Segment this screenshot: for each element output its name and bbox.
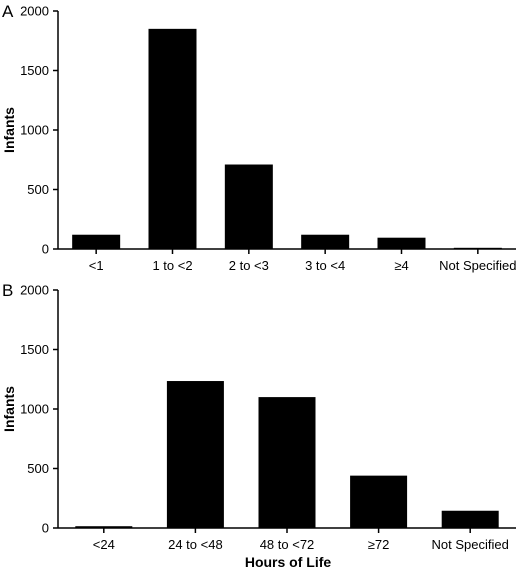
bar-a-4 <box>377 237 426 249</box>
x-axis-title-b: Hours of Life <box>245 554 332 570</box>
bar-b-1 <box>166 381 224 528</box>
x-tick-label-a-3: 3 to <4 <box>305 258 345 273</box>
axes-a <box>57 11 516 250</box>
bar-b-2 <box>258 397 316 528</box>
bar-a-1 <box>148 28 197 249</box>
x-tick-label-b-3: ≥72 <box>368 537 390 552</box>
x-tick-label-b-2: 48 to <72 <box>260 537 315 552</box>
panel-label-b: B <box>2 281 13 300</box>
x-tick-label-b-1: 24 to <48 <box>168 537 223 552</box>
x-tick-label-b-0: <24 <box>93 537 115 552</box>
x-tick-label-a-1: 1 to <2 <box>152 258 192 273</box>
chart-panel-b: B Infants 0 500 1000 1500 2000 <24 24 to <48 4… <box>1 281 516 570</box>
bar-b-4 <box>441 510 499 528</box>
bars-b <box>75 381 499 528</box>
bar-b-0 <box>75 526 133 528</box>
y-ticks-b: 0 500 1000 1500 2000 <box>20 283 58 536</box>
y-tick-label-b: 1500 <box>20 342 49 357</box>
y-tick-label-a: 1500 <box>20 63 49 78</box>
bar-a-2 <box>224 164 273 249</box>
y-axis-title-b: Infants <box>1 386 17 432</box>
bar-b-3 <box>350 475 408 528</box>
y-tick-label-a: 1000 <box>20 123 49 138</box>
bar-a-3 <box>301 234 350 249</box>
x-tick-labels-a: <1 1 to <2 2 to <3 3 to <4 ≥4 Not Specified <box>89 249 516 273</box>
bars-a <box>72 28 502 249</box>
x-tick-labels-b: <24 24 to <48 48 to <72 ≥72 Not Specified <box>93 528 509 552</box>
y-ticks-a: 0 500 1000 1500 2000 <box>20 4 58 257</box>
x-tick-label-b-4: Not Specified <box>432 537 509 552</box>
y-tick-label-a: 2000 <box>20 4 49 19</box>
chart-panel-a: A Infants 0 500 1000 1500 2000 <1 1 to <2 2 to… <box>1 2 516 273</box>
y-tick-label-b: 1000 <box>20 402 49 417</box>
y-tick-label-b: 2000 <box>20 283 49 298</box>
x-tick-label-a-4: ≥4 <box>394 258 408 273</box>
y-tick-label-a: 500 <box>27 182 49 197</box>
x-tick-label-a-2: 2 to <3 <box>229 258 269 273</box>
y-tick-label-b: 0 <box>42 521 49 536</box>
y-tick-label-b: 500 <box>27 461 49 476</box>
y-tick-label-a: 0 <box>42 242 49 257</box>
panel-label-a: A <box>2 2 14 21</box>
x-tick-label-a-0: <1 <box>89 258 104 273</box>
bar-a-0 <box>72 234 121 249</box>
bar-a-5 <box>453 247 502 249</box>
x-tick-label-a-5: Not Specified <box>439 258 516 273</box>
y-axis-title-a: Infants <box>1 107 17 153</box>
